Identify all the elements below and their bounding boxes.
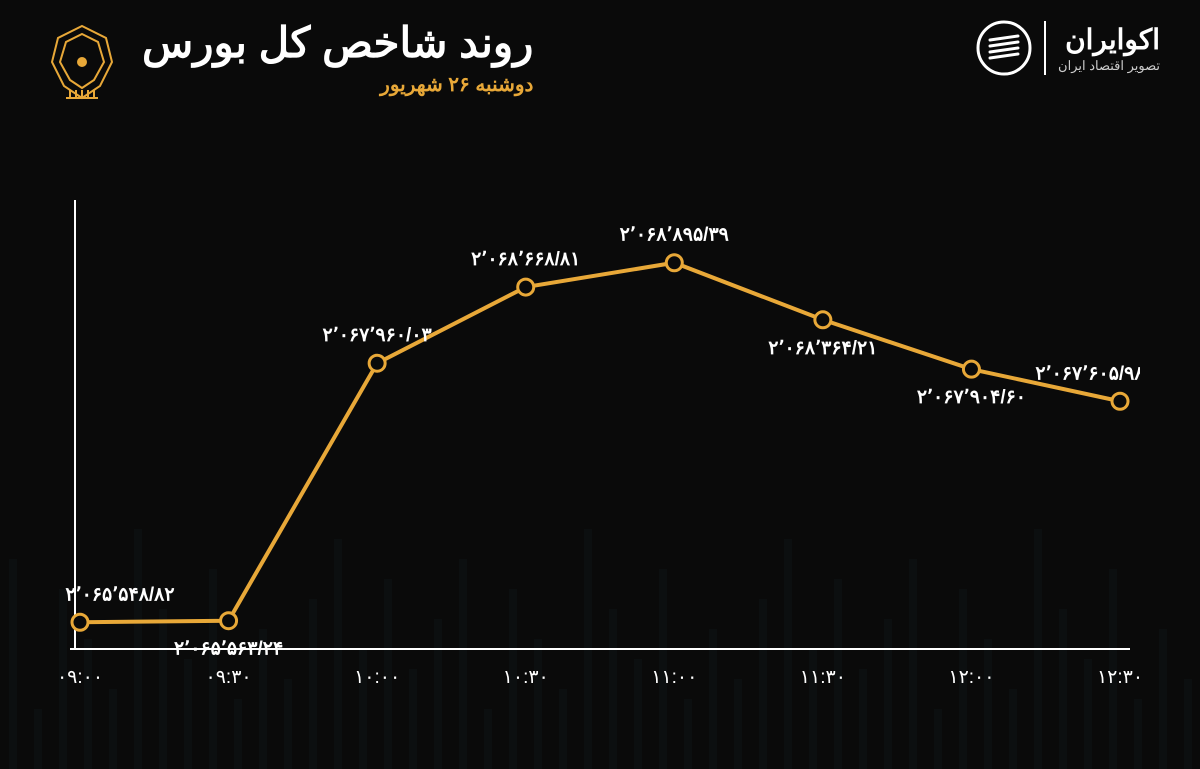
- brand-block: اکوایران تصویر اقتصاد ایران: [976, 20, 1160, 76]
- data-point: [666, 255, 682, 271]
- x-axis-label: ۱۲:۳۰: [1097, 667, 1140, 688]
- value-label: ۲٬۰۶۸٬۸۹۵/۳۹: [620, 225, 729, 246]
- x-axis-label: ۱۲:۰۰: [948, 667, 994, 688]
- data-point: [815, 312, 831, 328]
- x-axis-label: ۱۰:۳۰: [503, 667, 549, 688]
- header: اکوایران تصویر اقتصاد ایران روند شاخص کل…: [40, 20, 1160, 104]
- data-point: [518, 279, 534, 295]
- data-point: [963, 361, 979, 377]
- page-title: روند شاخص کل بورس: [142, 20, 533, 66]
- chart-area: ۲٬۰۶۵٬۵۴۸/۸۲ ۰۹:۰۰ ۲٬۰۶۵٬۵۶۳/۲۴ ۰۹:۳۰ ۲٬۰۶۷٬…: [60, 170, 1140, 709]
- value-label: ۲٬۰۶۵٬۵۴۸/۸۲: [65, 584, 174, 605]
- x-axis-label: ۱۰:۰۰: [354, 667, 400, 688]
- ecoiran-logo-icon: [976, 20, 1032, 76]
- value-label: ۲٬۰۶۸٬۶۶۸/۸۱: [471, 249, 580, 270]
- data-point: [221, 613, 237, 629]
- page-subtitle: دوشنبه ۲۶ شهریور: [142, 72, 533, 97]
- x-axis-label: ۰۹:۳۰: [206, 667, 252, 688]
- value-label: ۲٬۰۶۷٬۶۰۵/۹۸: [1035, 363, 1140, 384]
- title-block: روند شاخص کل بورس دوشنبه ۲۶ شهریور: [40, 20, 533, 104]
- stock-exchange-logo-icon: [40, 20, 124, 104]
- data-point: [72, 614, 88, 630]
- line-chart: ۲٬۰۶۵٬۵۴۸/۸۲ ۰۹:۰۰ ۲٬۰۶۵٬۵۶۳/۲۴ ۰۹:۳۰ ۲٬۰۶۷٬…: [60, 170, 1140, 709]
- x-axis-label: ۰۹:۰۰: [60, 667, 103, 688]
- brand-name: اکوایران: [1058, 23, 1160, 56]
- data-point: [1112, 393, 1128, 409]
- x-axis-label: ۱۱:۳۰: [800, 667, 846, 688]
- data-point: [369, 355, 385, 371]
- value-label: ۲٬۰۶۷٬۹۰۴/۶۰: [917, 387, 1026, 408]
- value-label: ۲٬۰۶۷٬۹۶۰/۰۳: [323, 325, 433, 346]
- brand-divider: [1044, 21, 1046, 75]
- value-label: ۲٬۰۶۵٬۵۶۳/۲۴: [174, 639, 283, 660]
- brand-tagline: تصویر اقتصاد ایران: [1058, 58, 1160, 74]
- value-label: ۲٬۰۶۸٬۳۶۴/۲۱: [768, 338, 877, 359]
- x-axis-label: ۱۱:۰۰: [651, 667, 697, 688]
